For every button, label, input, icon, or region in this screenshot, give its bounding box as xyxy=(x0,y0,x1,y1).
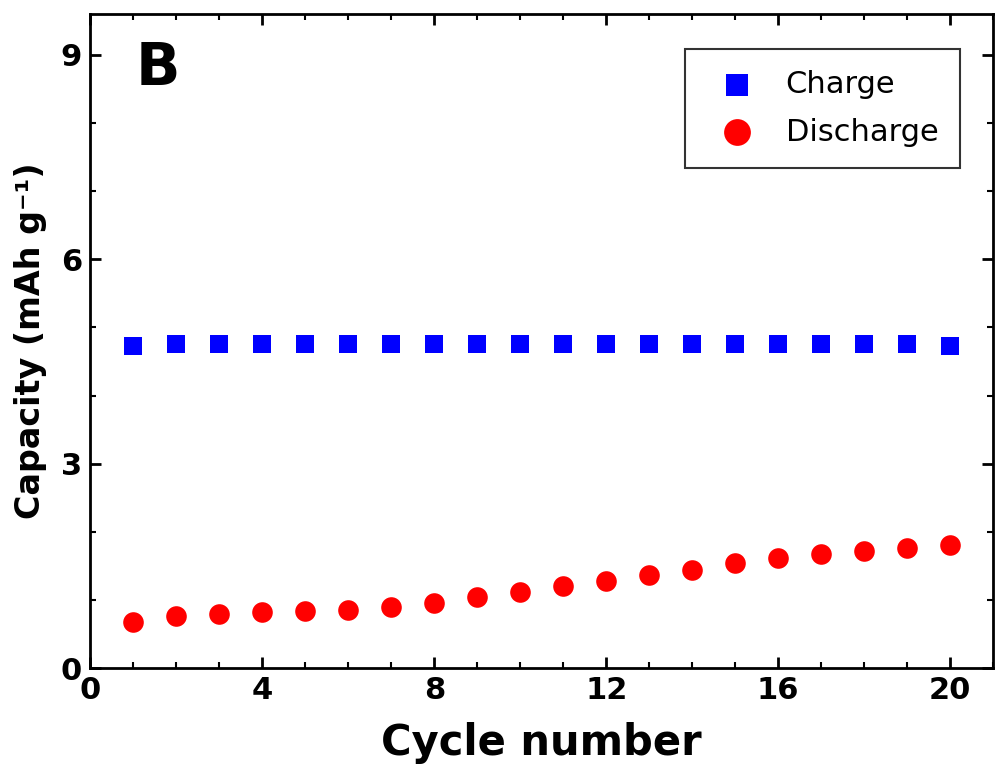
Discharge xyxy=(426,597,442,609)
Discharge xyxy=(255,606,271,619)
Charge xyxy=(598,338,614,351)
Charge xyxy=(856,338,872,351)
Charge xyxy=(297,338,313,351)
Discharge xyxy=(513,586,529,598)
Charge xyxy=(813,338,829,351)
Discharge xyxy=(598,575,614,587)
Discharge xyxy=(813,548,829,560)
Charge xyxy=(255,338,271,351)
Discharge xyxy=(899,542,915,555)
Discharge xyxy=(684,564,700,576)
Charge xyxy=(899,338,915,351)
Discharge xyxy=(943,539,959,552)
Discharge xyxy=(641,569,658,582)
Charge xyxy=(555,338,571,351)
Charge xyxy=(641,338,658,351)
Charge xyxy=(426,338,442,351)
Discharge xyxy=(555,580,571,593)
Discharge xyxy=(126,615,142,628)
Charge xyxy=(469,338,485,351)
Y-axis label: Capacity (mAh g⁻¹): Capacity (mAh g⁻¹) xyxy=(14,163,47,519)
Discharge xyxy=(469,591,485,604)
Charge xyxy=(211,338,228,351)
X-axis label: Cycle number: Cycle number xyxy=(382,722,702,764)
Charge xyxy=(943,339,959,352)
Charge xyxy=(513,338,529,351)
Legend: Charge, Discharge: Charge, Discharge xyxy=(685,49,960,168)
Charge xyxy=(168,338,184,351)
Charge xyxy=(727,338,743,351)
Discharge xyxy=(297,605,313,617)
Text: B: B xyxy=(136,40,180,97)
Charge xyxy=(684,338,700,351)
Discharge xyxy=(168,610,184,622)
Charge xyxy=(384,338,400,351)
Discharge xyxy=(384,601,400,613)
Discharge xyxy=(211,608,228,620)
Charge xyxy=(126,340,142,352)
Discharge xyxy=(770,552,786,564)
Discharge xyxy=(856,545,872,557)
Discharge xyxy=(727,557,743,569)
Discharge xyxy=(340,603,356,615)
Charge xyxy=(340,338,356,351)
Charge xyxy=(770,338,786,351)
